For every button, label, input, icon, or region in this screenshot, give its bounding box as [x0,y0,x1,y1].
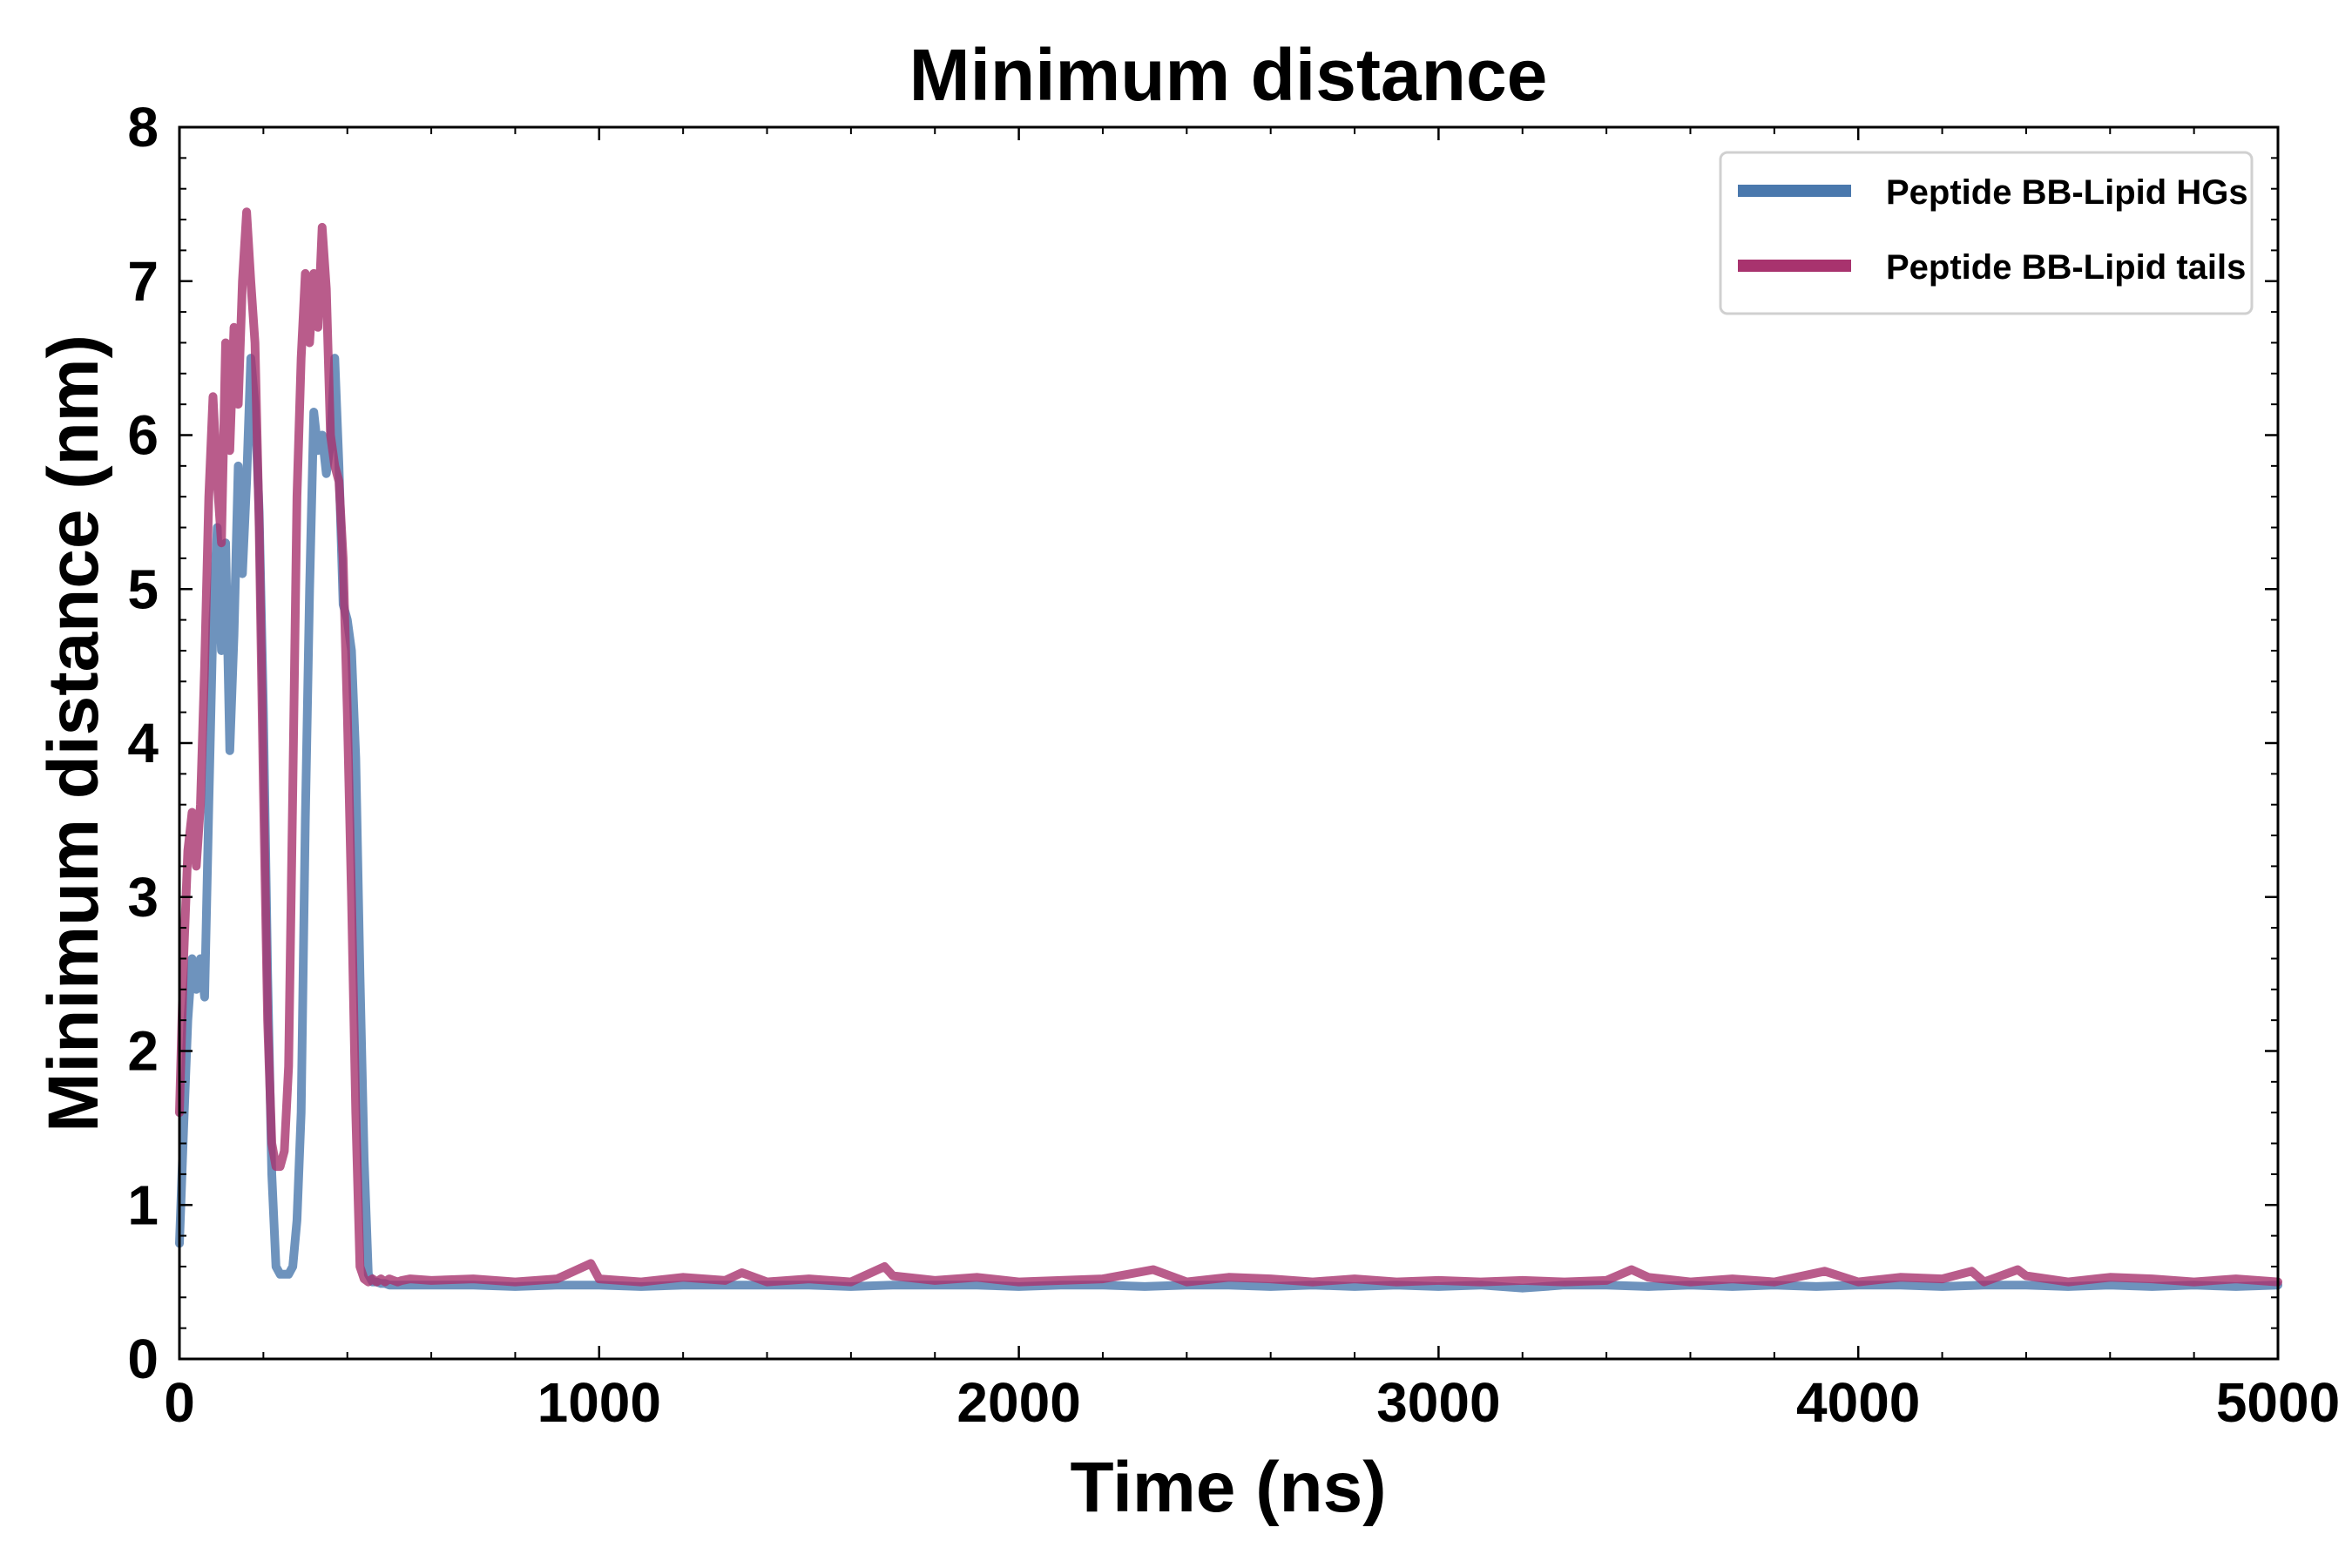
y-tick-label: 1 [127,1173,159,1236]
legend-box [1719,151,2254,315]
x-tick-label: 4000 [1796,1371,1920,1434]
legend-label-tails: Peptide BB-Lipid tails [1886,248,2246,287]
legend: Peptide BB-Lipid HGs Peptide BB-Lipid ta… [1719,151,2254,315]
y-tick-label: 2 [127,1020,159,1083]
y-axis-label: Minimum distance (nm) [34,335,113,1132]
y-tick-label: 0 [127,1328,159,1390]
tick-layer: 0 1000 2000 3000 4000 5000 0 1 2 3 4 5 6 7 8 [127,96,2340,1434]
x-tick-label: 3000 [1376,1371,1500,1434]
y-tick-label: 8 [127,96,159,159]
x-tick-label: 1000 [537,1371,661,1434]
x-tick-label: 5000 [2216,1371,2340,1434]
series-layer [175,207,2282,1293]
chart-title: Minimum distance [909,34,1548,116]
y-tick-label: 3 [127,866,159,929]
series-line-0 [175,354,2282,1293]
x-tick-label: 0 [164,1371,195,1434]
x-axis-label: Time (ns) [1071,1448,1387,1527]
y-tick-label: 5 [127,558,159,620]
y-tick-label: 4 [127,712,159,774]
x-tick-label: 2000 [956,1371,1080,1434]
series-line-1 [175,207,2282,1287]
plot-frame [178,125,2280,1361]
y-tick-label: 7 [127,250,159,313]
legend-label-hgs: Peptide BB-Lipid HGs [1886,173,2248,212]
y-tick-label: 6 [127,404,159,467]
